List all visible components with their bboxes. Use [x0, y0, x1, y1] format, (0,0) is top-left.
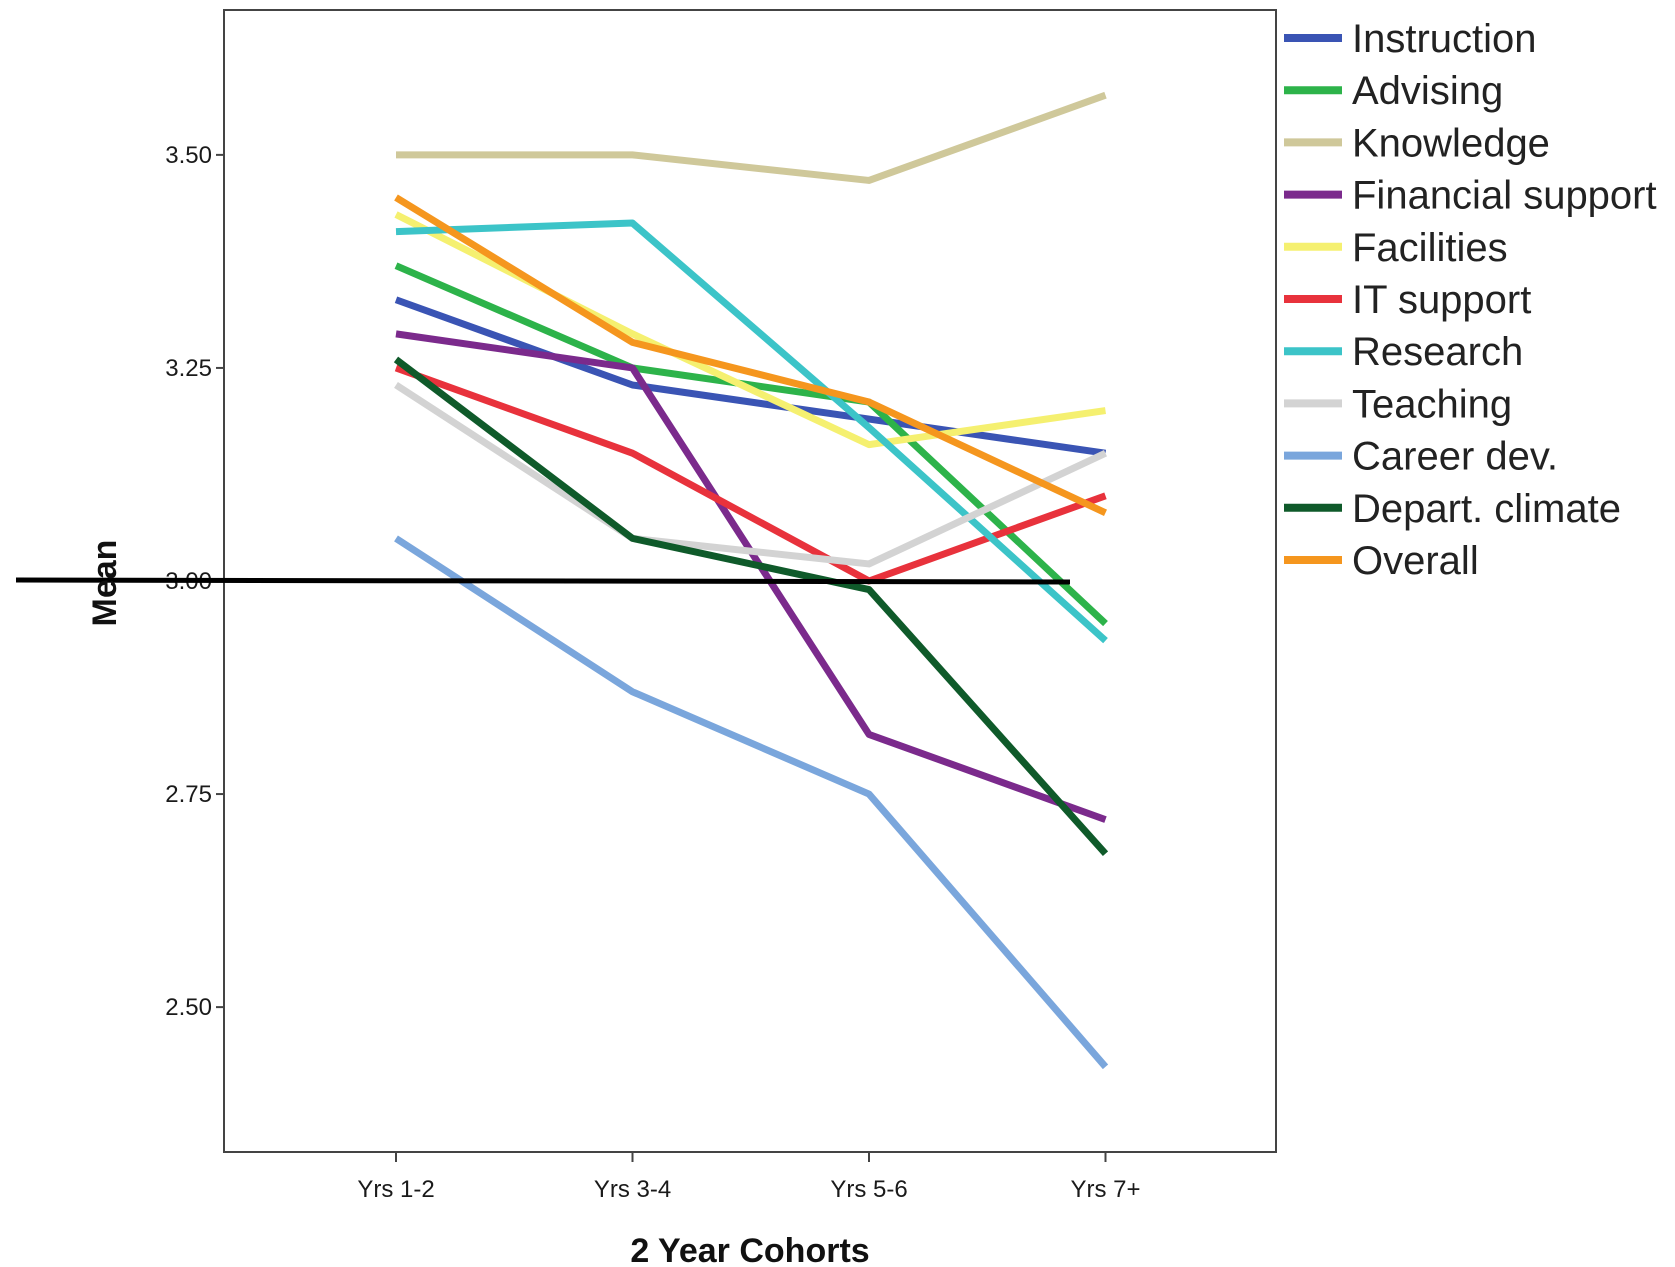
series-line-career-dev: [394, 535, 1109, 1070]
y-tick-label: 2.75: [165, 781, 212, 808]
y-tick-label: 3.50: [165, 142, 212, 169]
legend-label: IT support: [1352, 278, 1531, 322]
legend-label: Financial support: [1352, 174, 1657, 218]
x-tick-label: Yrs 5-6: [830, 1176, 907, 1203]
legend-label: Career dev.: [1352, 435, 1558, 479]
x-tick-label: Yrs 7+: [1070, 1176, 1140, 1203]
series-line-knowledge: [396, 91, 1107, 184]
reference-line: [15, 577, 1071, 585]
y-axis-title: Mean: [86, 540, 124, 627]
legend: Instruction Advising Knowledge Financial su…: [1284, 17, 1657, 583]
legend-label: Facilities: [1352, 226, 1508, 270]
legend-label: Instruction: [1352, 17, 1537, 61]
series-line-overall: [394, 194, 1107, 516]
x-tick-label: Yrs 3-4: [594, 1176, 671, 1203]
series-line-facilities: [394, 211, 1106, 449]
legend-label: Advising: [1352, 69, 1503, 113]
x-tick-label: Yrs 1-2: [357, 1176, 434, 1203]
series-line-advising: [394, 262, 1108, 627]
y-tick-label: 3.25: [165, 355, 212, 382]
legend-label: Overall: [1352, 539, 1479, 583]
y-tick-label: 2.50: [165, 994, 212, 1021]
series-line-depart-climate: [393, 356, 1109, 857]
legend-label: Knowledge: [1352, 121, 1550, 165]
series-line-instruction: [394, 296, 1106, 457]
legend-label: Depart. climate: [1352, 487, 1621, 531]
x-axis-title: 2 Year Cohorts: [630, 1232, 869, 1267]
legend-label: Research: [1352, 330, 1523, 374]
series-lines: [393, 91, 1109, 1070]
series-line-teaching: [394, 382, 1107, 568]
x-axis: Yrs 1-2 Yrs 3-4 Yrs 5-6 Yrs 7+: [357, 1152, 1141, 1203]
legend-label: Teaching: [1352, 382, 1512, 426]
reference-line-group: [15, 577, 1071, 585]
series-line-research: [395, 219, 1108, 644]
